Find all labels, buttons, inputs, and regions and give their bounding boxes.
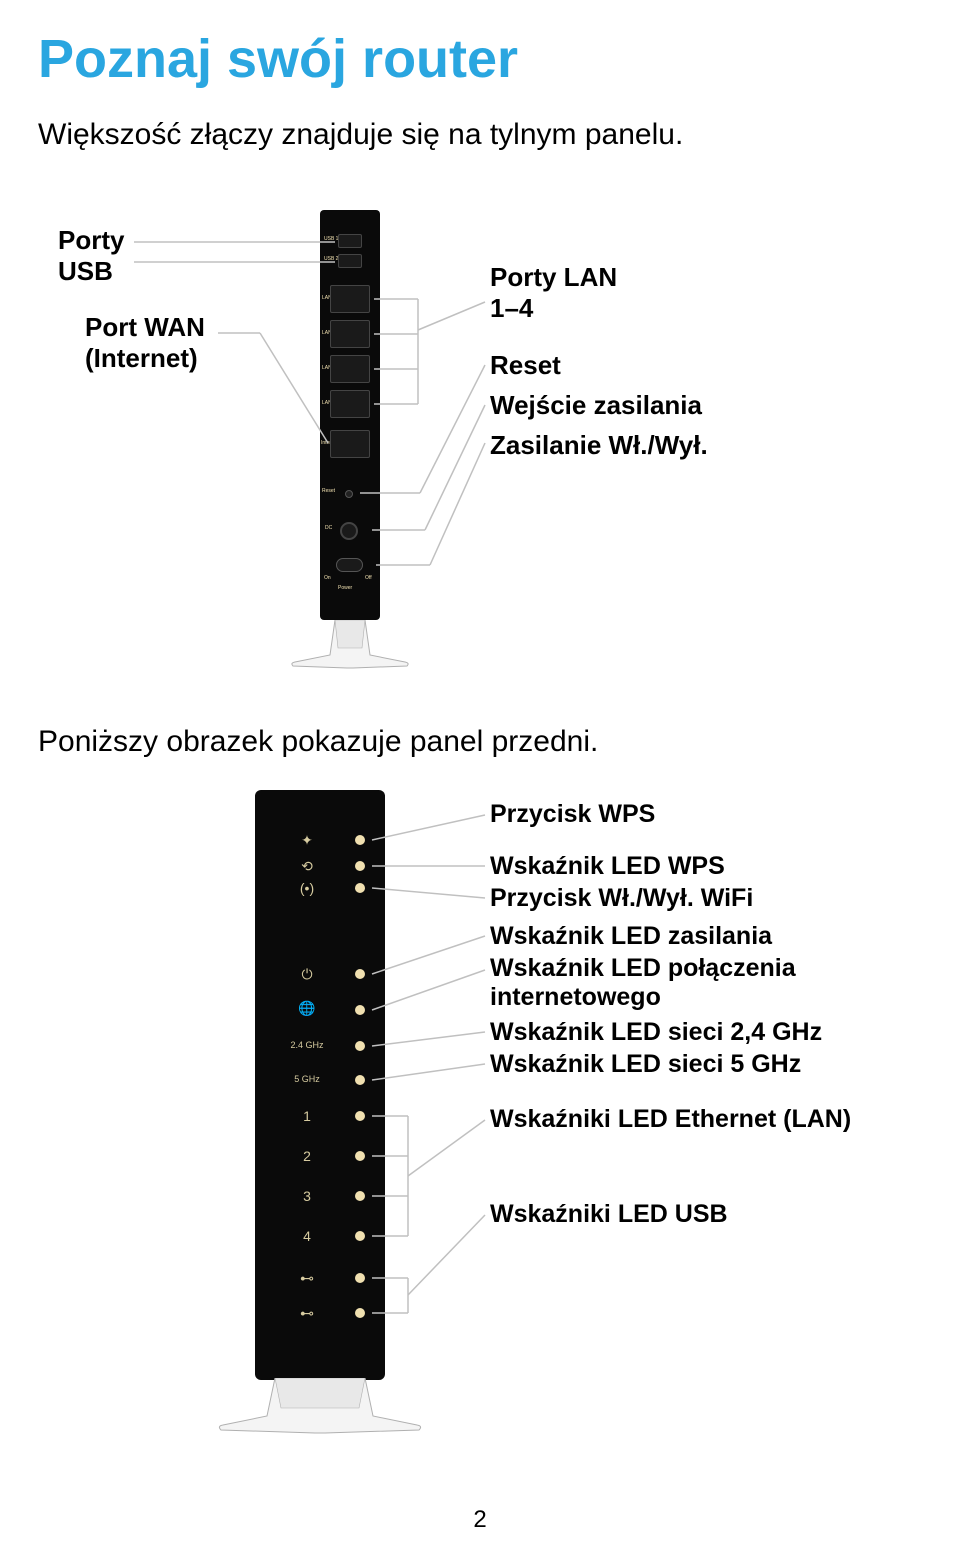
eth4-icon: 4	[277, 1228, 337, 1244]
router-back-base	[290, 620, 410, 670]
ghz5-icon: 5 GHz	[277, 1074, 337, 1084]
device-label-off: Off	[365, 575, 372, 581]
lan-port-2	[330, 320, 370, 348]
label-reset: Reset	[490, 350, 561, 381]
label-usb-ports: Porty USB	[58, 225, 124, 287]
label-usb-leds: Wskaźniki LED USB	[490, 1200, 728, 1229]
ghz24-led	[355, 1041, 365, 1051]
wps-led	[355, 861, 365, 871]
label-on-off: Zasilanie Wł./Wył.	[490, 430, 708, 461]
lan-port-3	[330, 355, 370, 383]
ghz5-led	[355, 1075, 365, 1085]
page-title: Poznaj swój router	[38, 28, 518, 90]
usb2-icon: ⊷	[277, 1305, 337, 1322]
device-label-on: On	[324, 575, 331, 581]
device-label-usb1: USB 1	[324, 236, 338, 242]
label-power-input: Wejście zasilania	[490, 390, 702, 421]
wps-led-icon: ⟲	[277, 858, 337, 875]
label-internet-led: Wskaźnik LED połączenia internetowego	[490, 954, 796, 1012]
label-24ghz-led: Wskaźnik LED sieci 2,4 GHz	[490, 1018, 822, 1047]
label-wps-led: Wskaźnik LED WPS	[490, 852, 725, 881]
power-icon: ⏻	[277, 966, 337, 983]
eth1-led	[355, 1111, 365, 1121]
label-wps-button: Przycisk WPS	[490, 800, 655, 829]
eth3-led	[355, 1191, 365, 1201]
internet-led	[355, 1005, 365, 1015]
reset-hole	[345, 490, 353, 498]
eth4-led	[355, 1231, 365, 1241]
router-front-figure: ✦ ⟲ (•) ⏻ 🌐 2.4 GHz 5 GHz 1 2 3 4 ⊷ ⊷	[215, 790, 425, 1435]
router-front-body	[255, 790, 385, 1380]
lan-port-4	[330, 390, 370, 418]
internet-icon: 🌐	[277, 1000, 337, 1017]
page-subtitle: Większość złączy znajduje się na tylnym …	[38, 118, 683, 152]
router-back-figure: USB 1 USB 2 LAN 1 LAN 2 LAN 3 LAN 4 Inte…	[290, 210, 410, 670]
usb1-led	[355, 1273, 365, 1283]
device-label-usb2: USB 2	[324, 256, 338, 262]
ghz24-icon: 2.4 GHz	[277, 1040, 337, 1050]
usb2-led	[355, 1308, 365, 1318]
wps-button-icon: ✦	[277, 832, 337, 849]
label-ethernet-leds: Wskaźniki LED Ethernet (LAN)	[490, 1105, 851, 1134]
eth3-icon: 3	[277, 1188, 337, 1204]
label-lan-ports: Porty LAN 1–4	[490, 262, 617, 324]
label-wan-port: Port WAN (Internet)	[85, 312, 205, 374]
wifi-toggle-icon: (•)	[277, 880, 337, 896]
label-5ghz-led: Wskaźnik LED sieci 5 GHz	[490, 1050, 801, 1079]
page-number: 2	[0, 1506, 960, 1534]
wan-port	[330, 430, 370, 458]
usb-port-1	[338, 234, 362, 248]
device-label-dc: DC	[325, 525, 332, 531]
eth2-icon: 2	[277, 1148, 337, 1164]
label-wifi-toggle: Przycisk Wł./Wył. WiFi	[490, 884, 753, 913]
eth1-icon: 1	[277, 1108, 337, 1124]
wps-button-led	[355, 835, 365, 845]
mid-description: Poniższy obrazek pokazuje panel przedni.	[38, 725, 598, 759]
usb-port-2	[338, 254, 362, 268]
eth2-led	[355, 1151, 365, 1161]
power-switch	[336, 558, 363, 572]
dc-jack	[340, 522, 358, 540]
label-power-led: Wskaźnik LED zasilania	[490, 922, 772, 951]
wifi-toggle-led	[355, 883, 365, 893]
lan-port-1	[330, 285, 370, 313]
router-front-base	[215, 1378, 425, 1438]
power-led	[355, 969, 365, 979]
device-label-reset: Reset	[322, 488, 335, 494]
usb1-icon: ⊷	[277, 1270, 337, 1287]
device-label-power: Power	[338, 585, 352, 591]
